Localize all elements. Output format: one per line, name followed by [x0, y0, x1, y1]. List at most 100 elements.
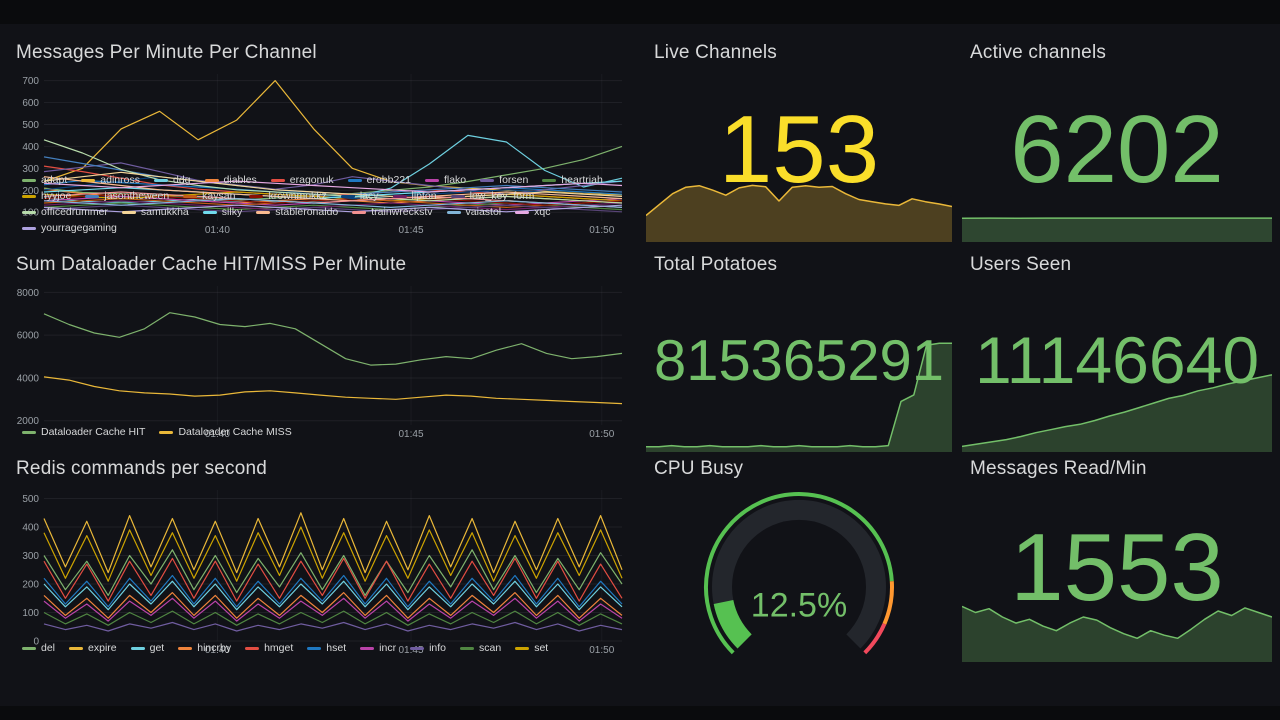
- legend-item[interactable]: hyyjoe: [22, 189, 71, 204]
- legend-label: forsen: [499, 174, 529, 186]
- legend-label: incr: [379, 642, 397, 654]
- legend-label: Dataloader Cache HIT: [41, 426, 146, 438]
- panel-title[interactable]: Messages Per Minute Per Channel: [16, 42, 317, 63]
- legend-color-swatch: [340, 195, 355, 198]
- legend-item[interactable]: lipton: [392, 189, 437, 204]
- chart-legend: del expire get hincrby hmget hset incr info scan…: [8, 641, 630, 662]
- legend-item[interactable]: eragonuk: [270, 173, 334, 188]
- panel-total-potatoes: Total Potatoes 815365291: [646, 248, 952, 452]
- legend-item[interactable]: jasontheween: [85, 189, 169, 204]
- svg-text:300: 300: [22, 164, 39, 175]
- legend-item[interactable]: del: [22, 641, 55, 656]
- legend-item[interactable]: set: [515, 641, 548, 656]
- panel-title[interactable]: Total Potatoes: [654, 254, 778, 275]
- legend-item[interactable]: Dataloader Cache MISS: [159, 425, 292, 440]
- legend-item[interactable]: krownmokkz: [249, 189, 327, 204]
- legend-item[interactable]: adapt: [22, 173, 67, 188]
- cpu-gauge: 12.5%: [646, 484, 952, 662]
- legend-item[interactable]: ddg: [153, 173, 191, 188]
- panel-title[interactable]: Messages Read/Min: [970, 458, 1147, 479]
- legend-item[interactable]: expire: [69, 641, 117, 656]
- legend-label: hincrby: [197, 642, 232, 654]
- panel-title[interactable]: CPU Busy: [654, 458, 744, 479]
- stat-sparkline: [961, 370, 1273, 452]
- legend-color-swatch: [22, 227, 36, 230]
- legend-color-swatch: [249, 195, 264, 198]
- legend-color-swatch: [307, 647, 322, 650]
- legend-color-swatch: [515, 647, 530, 650]
- legend-color-swatch: [515, 211, 530, 214]
- legend-label: krownmokkz: [268, 190, 327, 202]
- legend-item[interactable]: trainwreckstv: [352, 205, 433, 220]
- legend-item[interactable]: get: [130, 641, 164, 656]
- svg-text:6000: 6000: [17, 331, 40, 342]
- legend-item[interactable]: erobb221: [347, 173, 411, 188]
- legend-label: low_key_form: [469, 190, 535, 202]
- legend-color-swatch: [256, 211, 271, 214]
- legend-item[interactable]: flako: [424, 173, 467, 188]
- stat-value: 1553: [1010, 513, 1224, 621]
- stat-sparkline: [961, 588, 1273, 662]
- panel-title[interactable]: Sum Dataloader Cache HIT/MISS Per Minute: [16, 254, 407, 275]
- timeseries-chart[interactable]: 2000 4000 6000 8000 01:40 01:45 01:50: [8, 280, 630, 440]
- svg-text:12.5%: 12.5%: [751, 586, 847, 624]
- legend-item[interactable]: forsen: [480, 173, 528, 188]
- legend-item[interactable]: adinross: [81, 173, 140, 188]
- panel-title[interactable]: Redis commands per second: [16, 458, 268, 479]
- legend-item[interactable]: info: [410, 641, 446, 656]
- svg-text:01:40: 01:40: [205, 225, 230, 236]
- legend-item[interactable]: hincrby: [178, 641, 231, 656]
- legend-color-swatch: [183, 195, 198, 198]
- legend-color-swatch: [121, 211, 136, 214]
- legend-item[interactable]: Dataloader Cache HIT: [22, 425, 145, 440]
- stat-value: 815365291: [654, 328, 944, 393]
- legend-label: xqc: [534, 206, 551, 218]
- legend-item[interactable]: samukkha: [121, 205, 189, 220]
- legend-label: lacy: [359, 190, 379, 202]
- legend-item[interactable]: low_key_form: [450, 189, 535, 204]
- legend-label: Dataloader Cache MISS: [178, 426, 292, 438]
- stat-value: 153: [718, 95, 880, 203]
- legend-color-swatch: [450, 195, 465, 198]
- legend-color-swatch: [22, 179, 36, 182]
- legend-label: scan: [479, 642, 502, 654]
- svg-text:400: 400: [22, 142, 39, 153]
- legend-item[interactable]: hset: [307, 641, 346, 656]
- legend-item[interactable]: incr: [360, 641, 396, 656]
- timeseries-chart[interactable]: 0 100 200 300 400 500 01:40 01:45 01:50: [8, 484, 630, 656]
- legend-label: hset: [326, 642, 347, 654]
- legend-item[interactable]: heartriah: [542, 173, 603, 188]
- panel-messages-per-minute: Messages Per Minute Per Channel 10020030…: [8, 36, 630, 242]
- legend-item[interactable]: stableronaldo: [256, 205, 338, 220]
- dashboard-canvas: Messages Per Minute Per Channel 100 200 30…: [0, 24, 1280, 706]
- legend-item[interactable]: hmget: [245, 641, 293, 656]
- svg-text:500: 500: [22, 494, 39, 505]
- legend-color-swatch: [446, 211, 461, 214]
- legend-item[interactable]: officedrummer: [22, 205, 108, 220]
- panel-title[interactable]: Users Seen: [970, 254, 1072, 275]
- legend-item[interactable]: silky: [202, 205, 242, 220]
- legend-color-swatch: [424, 179, 439, 182]
- legend-color-swatch: [460, 647, 474, 650]
- legend-item[interactable]: kaysan: [183, 189, 235, 204]
- svg-text:01:50: 01:50: [589, 645, 614, 656]
- legend-label: flako: [443, 174, 467, 186]
- legend-item[interactable]: scan: [460, 641, 501, 656]
- legend-item[interactable]: lacy: [340, 189, 379, 204]
- legend-label: ddg: [172, 174, 191, 186]
- panel-title[interactable]: Active channels: [970, 42, 1107, 63]
- panel-title[interactable]: Live Channels: [654, 42, 778, 63]
- legend-item[interactable]: diables: [204, 173, 257, 188]
- panel-cpu-busy: CPU Busy 12.5%: [646, 452, 952, 662]
- legend-label: yourragegaming: [41, 222, 117, 234]
- legend-item[interactable]: yourragegaming: [22, 221, 117, 236]
- svg-text:01:45: 01:45: [399, 645, 424, 656]
- legend-label: adinross: [100, 174, 140, 186]
- legend-item[interactable]: xqc: [515, 205, 550, 220]
- legend-item[interactable]: vaiastol: [446, 205, 501, 220]
- stat-sparkline: [961, 216, 1272, 242]
- svg-text:2000: 2000: [17, 416, 40, 427]
- legend-label: set: [534, 642, 549, 654]
